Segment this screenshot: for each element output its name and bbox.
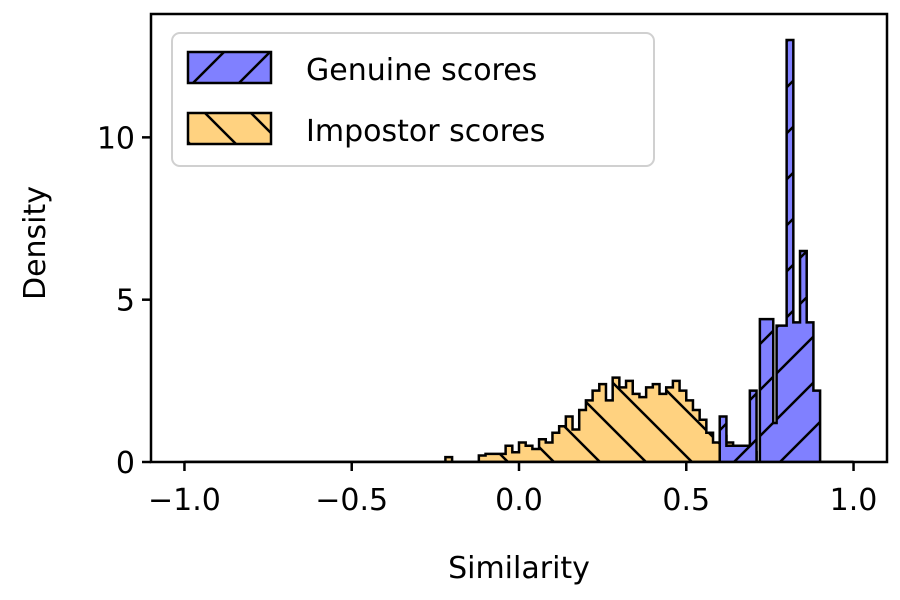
x-axis: −1.0 −0.5 0.0 0.5 1.0 [148, 462, 877, 518]
y-tick-label: 10 [97, 121, 135, 156]
series-layer [184, 38, 854, 462]
y-axis-label: Density [18, 186, 53, 300]
y-axis: 0 5 10 [97, 121, 151, 481]
x-tick-label: −1.0 [148, 483, 221, 518]
x-tick-label: 1.0 [830, 483, 878, 518]
x-axis-label: Similarity [448, 551, 590, 586]
legend-label-genuine: Genuine scores [306, 53, 537, 88]
x-tick-label: 0.5 [662, 483, 710, 518]
legend-swatch-impostor [186, 111, 273, 146]
legend-swatch-genuine [186, 50, 273, 85]
x-tick-label: −0.5 [315, 483, 388, 518]
y-tick-label: 5 [116, 284, 135, 319]
legend: Genuine scores Impostor scores [171, 32, 655, 167]
y-tick-label: 0 [116, 446, 135, 481]
x-tick-label: 0.0 [495, 483, 543, 518]
series-genuine-histogram [184, 38, 854, 462]
legend-label-impostor: Impostor scores [306, 114, 545, 149]
legend-box [171, 32, 655, 167]
series-impostor-histogram [184, 376, 854, 462]
